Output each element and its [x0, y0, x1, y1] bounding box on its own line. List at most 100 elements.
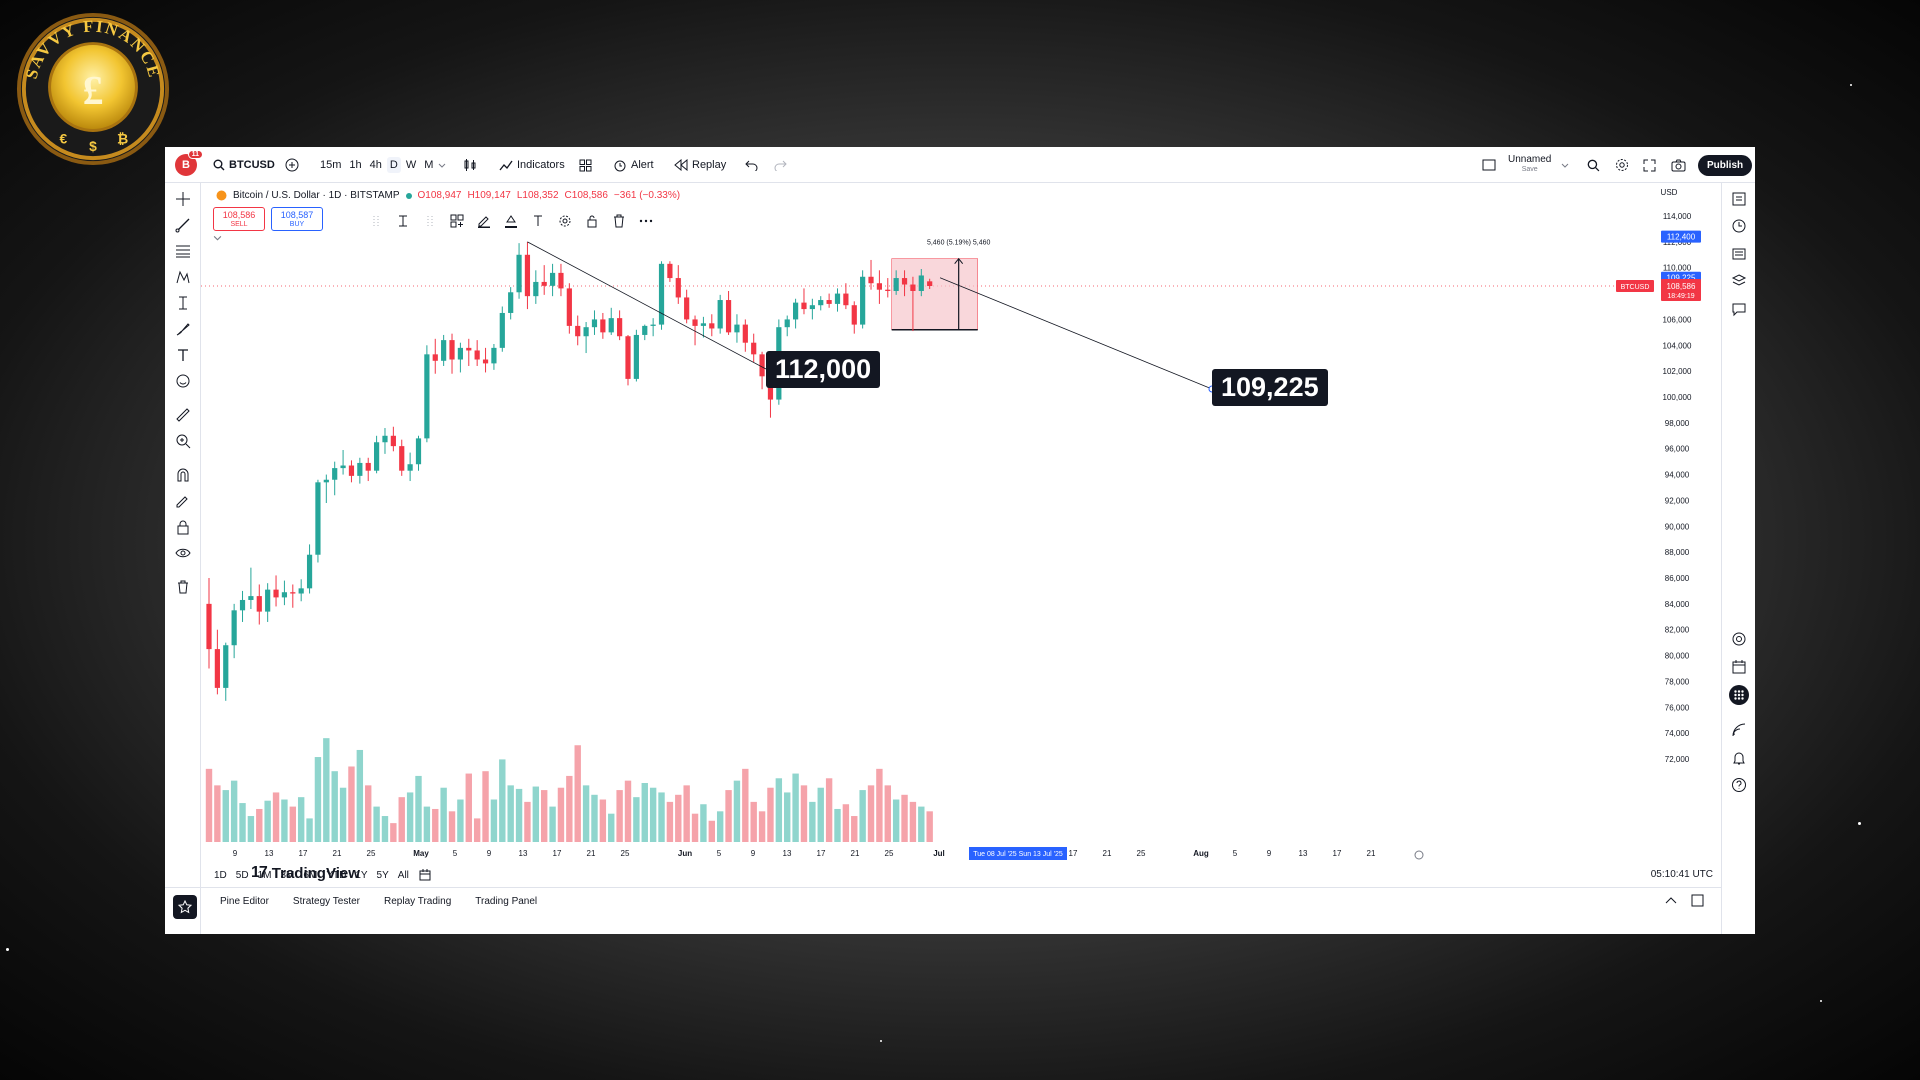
chart-type-button[interactable]	[463, 147, 477, 183]
undo-button[interactable]	[745, 147, 758, 183]
fill-color-icon[interactable]	[502, 212, 520, 230]
range-ytd[interactable]: YTD	[326, 869, 347, 881]
time-axis-label: May	[413, 849, 429, 858]
drag-handle-icon[interactable]	[367, 212, 385, 230]
pencil-lock-icon	[176, 496, 188, 508]
measure-tool-icon[interactable]	[394, 212, 412, 230]
settings-button[interactable]	[1615, 147, 1629, 183]
help-button[interactable]	[1729, 775, 1749, 795]
fullscreen-button[interactable]	[1643, 147, 1656, 183]
utc-clock[interactable]: 05:10:41 UTC	[1650, 869, 1713, 880]
pattern-tool[interactable]	[173, 267, 193, 287]
indicators-button[interactable]: Indicators	[499, 147, 565, 183]
volume-bar	[398, 797, 405, 842]
alert-button[interactable]: Alert	[613, 147, 654, 183]
range-6m[interactable]: 6M	[303, 869, 318, 881]
volume-bar	[482, 771, 489, 842]
range-1d[interactable]: 1D	[214, 869, 227, 881]
layout-toggle[interactable]	[1482, 147, 1496, 183]
tradingview-watermark: 17 TradingView	[251, 864, 360, 882]
symbol-search[interactable]: BTCUSD	[213, 147, 275, 183]
lock-icon[interactable]	[583, 212, 601, 230]
template-icon[interactable]	[448, 212, 466, 230]
tab-pine-editor[interactable]: Pine Editor	[220, 896, 269, 907]
time-axis-label: 21	[587, 849, 596, 858]
crosshair-tool[interactable]	[173, 189, 193, 209]
tab-replay-trading[interactable]: Replay Trading	[384, 896, 452, 907]
chat-button[interactable]	[1729, 299, 1749, 319]
range-5y[interactable]: 5Y	[376, 869, 389, 881]
range-1y[interactable]: 1Y	[355, 869, 368, 881]
drawing-mode-tool[interactable]	[173, 491, 193, 511]
go-to-date-icon[interactable]	[418, 868, 432, 882]
quick-search-button[interactable]	[1587, 147, 1600, 183]
drag-handle-icon[interactable]	[421, 212, 439, 230]
lock-drawings-tool[interactable]	[173, 517, 193, 537]
text-style-icon[interactable]	[529, 212, 547, 230]
notifications-button[interactable]	[1729, 748, 1749, 768]
redo-button[interactable]	[774, 147, 787, 183]
sell-button[interactable]: 108,586 SELL	[213, 207, 265, 231]
legend-title[interactable]: Bitcoin / U.S. Dollar · 1D · BITSTAMP	[233, 190, 400, 201]
price-chart[interactable]: 114,000112,000110,000108,000106,000104,0…	[201, 183, 1721, 863]
ruler-tool[interactable]	[173, 405, 193, 425]
buy-button[interactable]: 108,587 BUY	[271, 207, 323, 231]
interval-m[interactable]: M	[424, 159, 434, 171]
settings-icon[interactable]	[556, 212, 574, 230]
calendar-button[interactable]	[1729, 657, 1749, 677]
avatar[interactable]: B 11	[175, 150, 203, 176]
object-tree-button[interactable]	[1729, 271, 1749, 291]
replay-button[interactable]: Replay	[674, 147, 726, 183]
streams-button[interactable]	[1729, 720, 1749, 740]
trendline-tool[interactable]	[173, 215, 193, 235]
news-button[interactable]	[1729, 244, 1749, 264]
brush-tool[interactable]	[173, 319, 193, 339]
prediction-tool[interactable]	[173, 293, 193, 313]
more-icon[interactable]	[637, 212, 655, 230]
interval-4h[interactable]: 4h	[369, 159, 382, 171]
maximize-panel-icon[interactable]	[1691, 894, 1704, 907]
products-button[interactable]	[1729, 685, 1749, 705]
favorites-button[interactable]	[173, 895, 197, 919]
list-icon	[1732, 192, 1746, 206]
zoom-tool[interactable]	[173, 431, 193, 451]
snapshot-button[interactable]	[1671, 147, 1686, 183]
volume-bar	[825, 778, 833, 842]
watchlist-button[interactable]	[1729, 189, 1749, 209]
symbol-tag-label: BTCUSD	[1621, 284, 1650, 291]
range-3m[interactable]: 3M	[280, 869, 295, 881]
remove-drawings-tool[interactable]	[173, 577, 193, 597]
compare-button[interactable]	[285, 147, 299, 183]
volume-bar	[834, 808, 841, 842]
templates-button[interactable]	[579, 147, 592, 183]
ideas-button[interactable]	[1729, 629, 1749, 649]
tab-strategy-tester[interactable]: Strategy Tester	[292, 896, 360, 907]
interval-d[interactable]: D	[386, 157, 401, 173]
line-color-icon[interactable]	[475, 212, 493, 230]
volume-bar	[884, 785, 891, 842]
publish-button[interactable]: Publish	[1698, 154, 1753, 176]
time-axis-label: 13	[1299, 849, 1308, 858]
alerts-button[interactable]	[1729, 216, 1749, 236]
collapse-legend-button[interactable]	[213, 233, 222, 245]
range-5d[interactable]: 5D	[235, 869, 249, 881]
user-menu[interactable]: B 11	[175, 147, 203, 183]
candle-body	[206, 603, 212, 650]
hide-drawings-tool[interactable]	[173, 543, 193, 563]
layout-dropdown[interactable]	[1561, 147, 1569, 183]
fib-tool[interactable]	[173, 241, 193, 261]
chart-pane[interactable]: 114,000112,000110,000108,000106,000104,0…	[201, 183, 1721, 882]
layout-name-button[interactable]: Unnamed Save	[1508, 154, 1552, 174]
magnet-tool[interactable]	[173, 465, 193, 485]
range-all[interactable]: All	[397, 869, 409, 881]
emoji-tool[interactable]	[173, 371, 193, 391]
trash-icon[interactable]	[610, 212, 628, 230]
chevron-up-icon[interactable]	[1665, 896, 1677, 906]
interval-1h[interactable]: 1h	[349, 159, 362, 171]
chevron-down-icon[interactable]	[438, 161, 446, 169]
text-tool[interactable]	[173, 345, 193, 365]
interval-15m[interactable]: 15m	[320, 159, 342, 171]
range-1m[interactable]: 1M	[257, 869, 272, 881]
interval-w[interactable]: W	[405, 159, 417, 171]
tab-trading-panel[interactable]: Trading Panel	[475, 896, 538, 907]
